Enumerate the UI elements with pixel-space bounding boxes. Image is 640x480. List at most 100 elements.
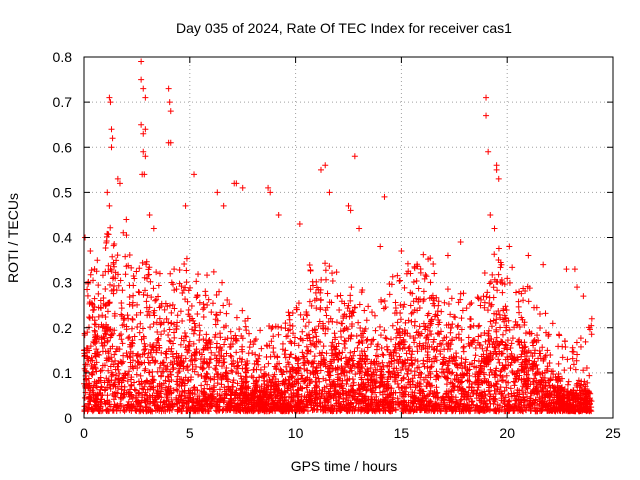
data-point [337,292,344,299]
data-point [320,375,327,382]
data-point [299,328,306,335]
data-point [499,289,506,296]
x-tick-label: 0 [80,425,88,441]
data-point [293,355,300,362]
data-point [362,407,369,414]
data-point [527,349,534,356]
data-point [428,316,435,323]
data-point [586,372,593,379]
data-point [400,361,407,368]
data-point [330,343,337,350]
data-point [217,371,224,378]
data-point [561,367,568,374]
data-point [503,384,510,391]
data-point [202,378,209,385]
data-point [129,316,136,323]
data-point [458,355,465,362]
data-point [448,370,455,377]
data-point [136,329,143,336]
data-point [135,288,142,295]
data-point [92,333,99,340]
data-point [118,383,125,390]
data-point [301,366,308,373]
data-point [235,362,242,369]
data-point [367,365,374,372]
data-point [176,406,183,413]
data-point [420,342,427,349]
data-point [351,153,358,160]
data-point [188,303,195,310]
data-point [337,401,344,408]
data-point [96,352,103,359]
data-point [120,352,127,359]
data-point [464,401,471,408]
data-point [524,361,531,368]
data-point [194,293,201,299]
data-point [88,267,95,274]
data-point [126,333,133,340]
data-point [297,311,304,318]
data-point [525,298,532,305]
data-point [410,298,417,305]
data-point [493,316,500,323]
data-point [361,307,368,314]
data-point [108,358,115,365]
data-point [382,334,389,341]
data-point [291,381,298,388]
data-point [109,253,116,260]
data-point [536,394,543,401]
data-point [228,367,235,374]
data-point [213,340,220,347]
data-point [524,393,531,400]
data-point [125,315,132,322]
data-point [322,260,329,267]
data-point [478,332,485,339]
data-point [233,314,240,321]
data-point [414,348,421,355]
data-point [200,336,207,343]
data-point [409,381,416,388]
data-point [307,392,314,399]
data-point [466,383,473,390]
data-point [158,331,165,338]
data-point [356,225,363,232]
data-point [103,331,110,338]
data-point [123,326,130,333]
data-point [220,398,227,405]
data-point [492,391,499,398]
data-point [501,387,508,394]
data-point [369,309,376,316]
data-point [158,349,165,356]
data-point [463,405,470,412]
data-point [108,126,115,133]
data-point [153,344,160,351]
data-point [227,352,234,359]
data-point [300,353,307,360]
data-point [369,337,376,344]
data-point [343,380,350,387]
data-point [242,323,249,330]
data-point [414,307,421,314]
data-point [530,342,537,349]
data-point [588,315,595,322]
data-point [173,325,180,332]
data-point [350,379,357,386]
data-point [458,408,465,415]
data-point [311,342,318,349]
data-point [171,321,178,328]
data-point [572,366,579,373]
data-point [246,344,253,351]
data-point [98,340,105,347]
data-point [127,354,134,361]
data-point [320,343,327,350]
data-point [176,266,183,273]
data-point [204,340,211,347]
data-point [271,371,278,378]
data-point [237,373,244,380]
data-point [494,287,501,294]
data-point [441,401,448,408]
data-point [413,277,420,284]
y-tick-label: 0.6 [53,139,73,155]
data-point [133,268,140,275]
